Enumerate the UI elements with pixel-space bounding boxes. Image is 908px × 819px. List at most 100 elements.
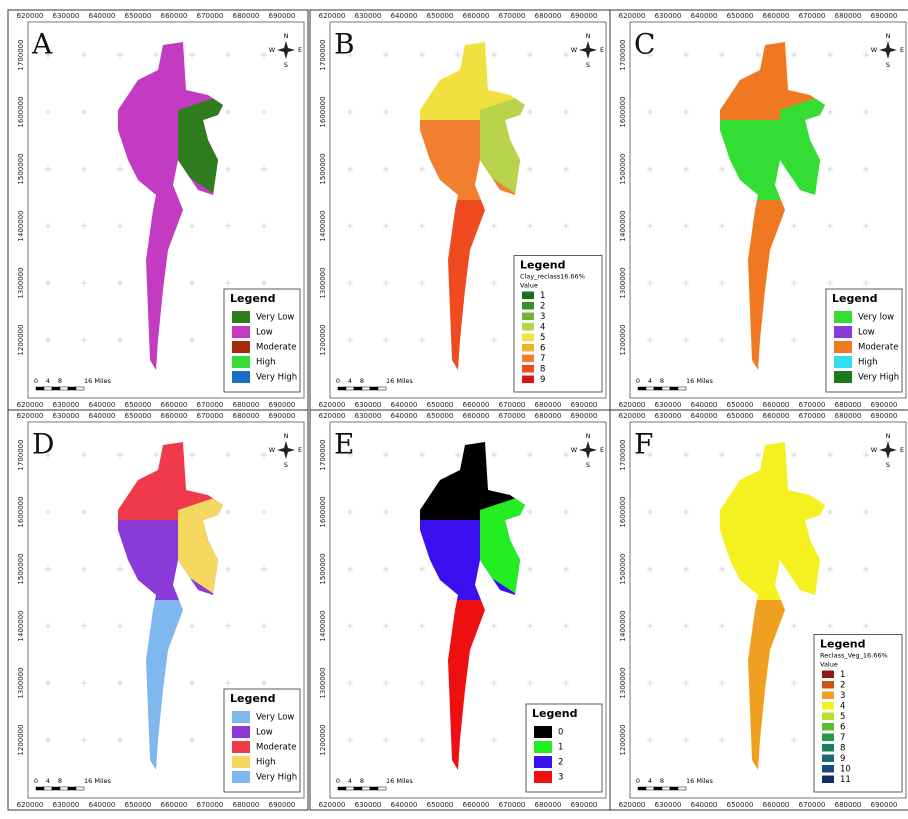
compass-n: N [284,432,289,440]
legend-title: Legend [532,707,578,720]
x-coordinate-label: 630000 [655,401,682,409]
map-panel: 6200006200006300006300006400006400006500… [8,410,308,810]
scale-label: 16 Miles [686,377,714,385]
legend-swatch [834,356,852,368]
x-coordinate-label: 650000 [727,801,754,809]
legend-label: High [256,758,276,768]
y-coordinate-label: 1200000 [619,324,627,355]
scale-segment [362,787,370,790]
x-coordinate-label: 620000 [619,412,646,420]
x-coordinate-label: 670000 [799,801,826,809]
scale-label: 0 [336,377,340,385]
scale-segment [76,787,84,790]
x-coordinate-label: 670000 [197,12,224,20]
scale-label: 8 [660,377,664,385]
map-panel: 6200006200006300006300006400006400006500… [610,10,908,410]
legend-field: Value [820,661,838,669]
x-coordinate-label: 660000 [763,401,790,409]
y-coordinate-label: 1700000 [17,39,25,70]
legend-swatch [232,341,250,353]
x-coordinate-label: 660000 [161,801,188,809]
scale-segment [670,787,678,790]
compass-w: W [571,446,578,454]
x-coordinate-label: 620000 [319,801,346,809]
x-coordinate-label: 690000 [871,12,898,20]
compass-n: N [586,32,591,40]
legend-swatch [834,341,852,353]
legend-swatch [822,681,834,689]
legend-swatch [822,692,834,700]
x-coordinate-label: 620000 [17,401,44,409]
legend-label: Very Low [256,713,294,723]
x-coordinate-label: 680000 [233,401,260,409]
x-coordinate-label: 620000 [17,412,44,420]
x-coordinate-label: 690000 [269,401,296,409]
x-coordinate-label: 690000 [571,412,598,420]
legend-label: 2 [540,301,545,311]
x-coordinate-label: 690000 [871,801,898,809]
panel-letter: C [634,28,655,61]
x-coordinate-label: 650000 [427,412,454,420]
legend-swatch [232,711,250,723]
legend-label: Very Low [256,313,294,323]
x-coordinate-label: 670000 [499,412,526,420]
legend-swatch [834,326,852,338]
legend-label: Moderate [858,343,898,353]
y-coordinate-label: 1400000 [319,210,327,241]
legend-swatch [232,311,250,323]
x-coordinate-label: 640000 [89,801,116,809]
x-coordinate-label: 660000 [763,12,790,20]
scale-label: 4 [348,777,352,785]
legend-swatch [522,313,534,321]
legend-label: 3 [840,691,845,701]
legend-swatch [822,765,834,773]
x-coordinate-label: 630000 [355,401,382,409]
scale-segment [362,387,370,390]
x-coordinate-label: 680000 [835,12,862,20]
legend-swatch [522,334,534,342]
y-coordinate-label: 1500000 [619,153,627,184]
compass-e: E [900,46,904,54]
legend-label: 5 [840,712,845,722]
y-coordinate-label: 1700000 [319,439,327,470]
legend-label: Very High [256,773,297,783]
x-coordinate-label: 670000 [499,801,526,809]
legend-title: Legend [832,292,878,305]
x-coordinate-label: 620000 [319,412,346,420]
y-coordinate-label: 1600000 [17,96,25,127]
map-panel: 6200006200006300006300006400006400006500… [310,410,610,810]
scale-segment [370,387,378,390]
compass-w: W [871,446,878,454]
x-coordinate-label: 690000 [269,801,296,809]
legend-swatch [534,771,552,783]
x-coordinate-label: 680000 [835,801,862,809]
legend-swatch [534,741,552,753]
x-coordinate-label: 690000 [571,801,598,809]
compass-w: W [269,446,276,454]
legend-label: 5 [540,333,545,343]
x-coordinate-label: 620000 [619,401,646,409]
x-coordinate-label: 660000 [763,412,790,420]
x-coordinate-label: 630000 [53,412,80,420]
legend-label: 1 [540,291,545,301]
x-coordinate-label: 690000 [871,401,898,409]
compass-n: N [886,32,891,40]
legend-label: Very High [256,373,297,383]
scale-segment [678,387,686,390]
y-coordinate-label: 1500000 [17,153,25,184]
y-coordinate-label: 1300000 [319,667,327,698]
scale-segment [52,387,60,390]
legend-label: Very High [858,373,899,383]
scale-segment [378,787,386,790]
x-coordinate-label: 660000 [463,412,490,420]
legend-label: 9 [840,754,845,764]
scale-label: 4 [648,377,652,385]
x-coordinate-label: 670000 [799,412,826,420]
legend-swatch [232,741,250,753]
map-panel: 6200006200006300006300006400006400006500… [310,10,610,410]
scale-segment [346,787,354,790]
legend-label: Low [256,728,273,738]
legend-label: Moderate [256,343,296,353]
x-coordinate-label: 640000 [691,401,718,409]
legend-label: 10 [840,764,851,774]
